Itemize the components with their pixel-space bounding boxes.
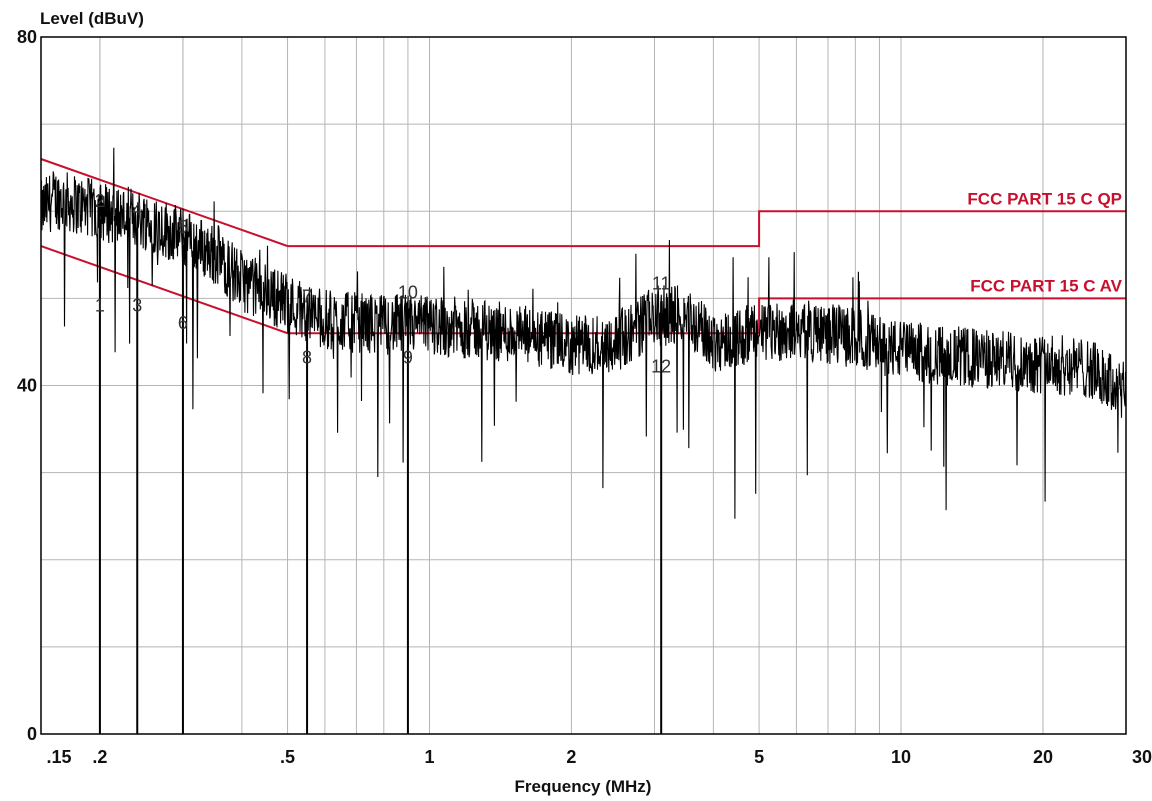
trace-line <box>40 147 1127 519</box>
y-tick-label: 40 <box>17 376 37 396</box>
limit-label: FCC PART 15 C QP <box>967 189 1122 208</box>
marker-label: 1 <box>95 295 105 315</box>
marker-label: 6 <box>178 313 188 333</box>
plot-frame <box>40 36 1127 735</box>
x-axis-title: Frequency (MHz) <box>515 777 652 796</box>
marker-label: 9 <box>403 348 413 368</box>
measurement-trace <box>40 147 1127 519</box>
x-tick-label: 30 <box>1132 747 1152 767</box>
marker-label: 4 <box>132 200 142 220</box>
x-tick-label: .2 <box>92 747 107 767</box>
limit-line <box>40 158 1126 248</box>
x-tick-labels: .15 .2 .5 1 2 5 10 20 30 <box>46 747 1152 767</box>
y-axis-title: Level (dBuV) <box>40 9 144 28</box>
marker-label: 5 <box>178 217 188 237</box>
marker-label: 11 <box>652 274 671 294</box>
x-tick-label: 5 <box>754 747 764 767</box>
marker-label: 3 <box>132 295 142 315</box>
marker-label: 8 <box>302 348 312 368</box>
y-tick-labels: 0 40 80 <box>17 27 37 744</box>
y-tick-label: 0 <box>27 724 37 744</box>
marker-label: 12 <box>651 356 671 376</box>
marker-label: 7 <box>302 287 312 307</box>
x-tick-label: .15 <box>46 747 71 767</box>
limit-label: FCC PART 15 C AV <box>970 276 1122 295</box>
y-tick-label: 80 <box>17 27 37 47</box>
limit-labels: FCC PART 15 C QP FCC PART 15 C AV <box>967 189 1122 295</box>
x-tick-label: 20 <box>1033 747 1053 767</box>
x-tick-label: 10 <box>891 747 911 767</box>
x-tick-label: .5 <box>280 747 295 767</box>
x-tick-label: 1 <box>424 747 434 767</box>
x-tick-label: 2 <box>566 747 576 767</box>
marker-label: 10 <box>398 282 418 302</box>
marker-label: 2 <box>95 191 105 211</box>
